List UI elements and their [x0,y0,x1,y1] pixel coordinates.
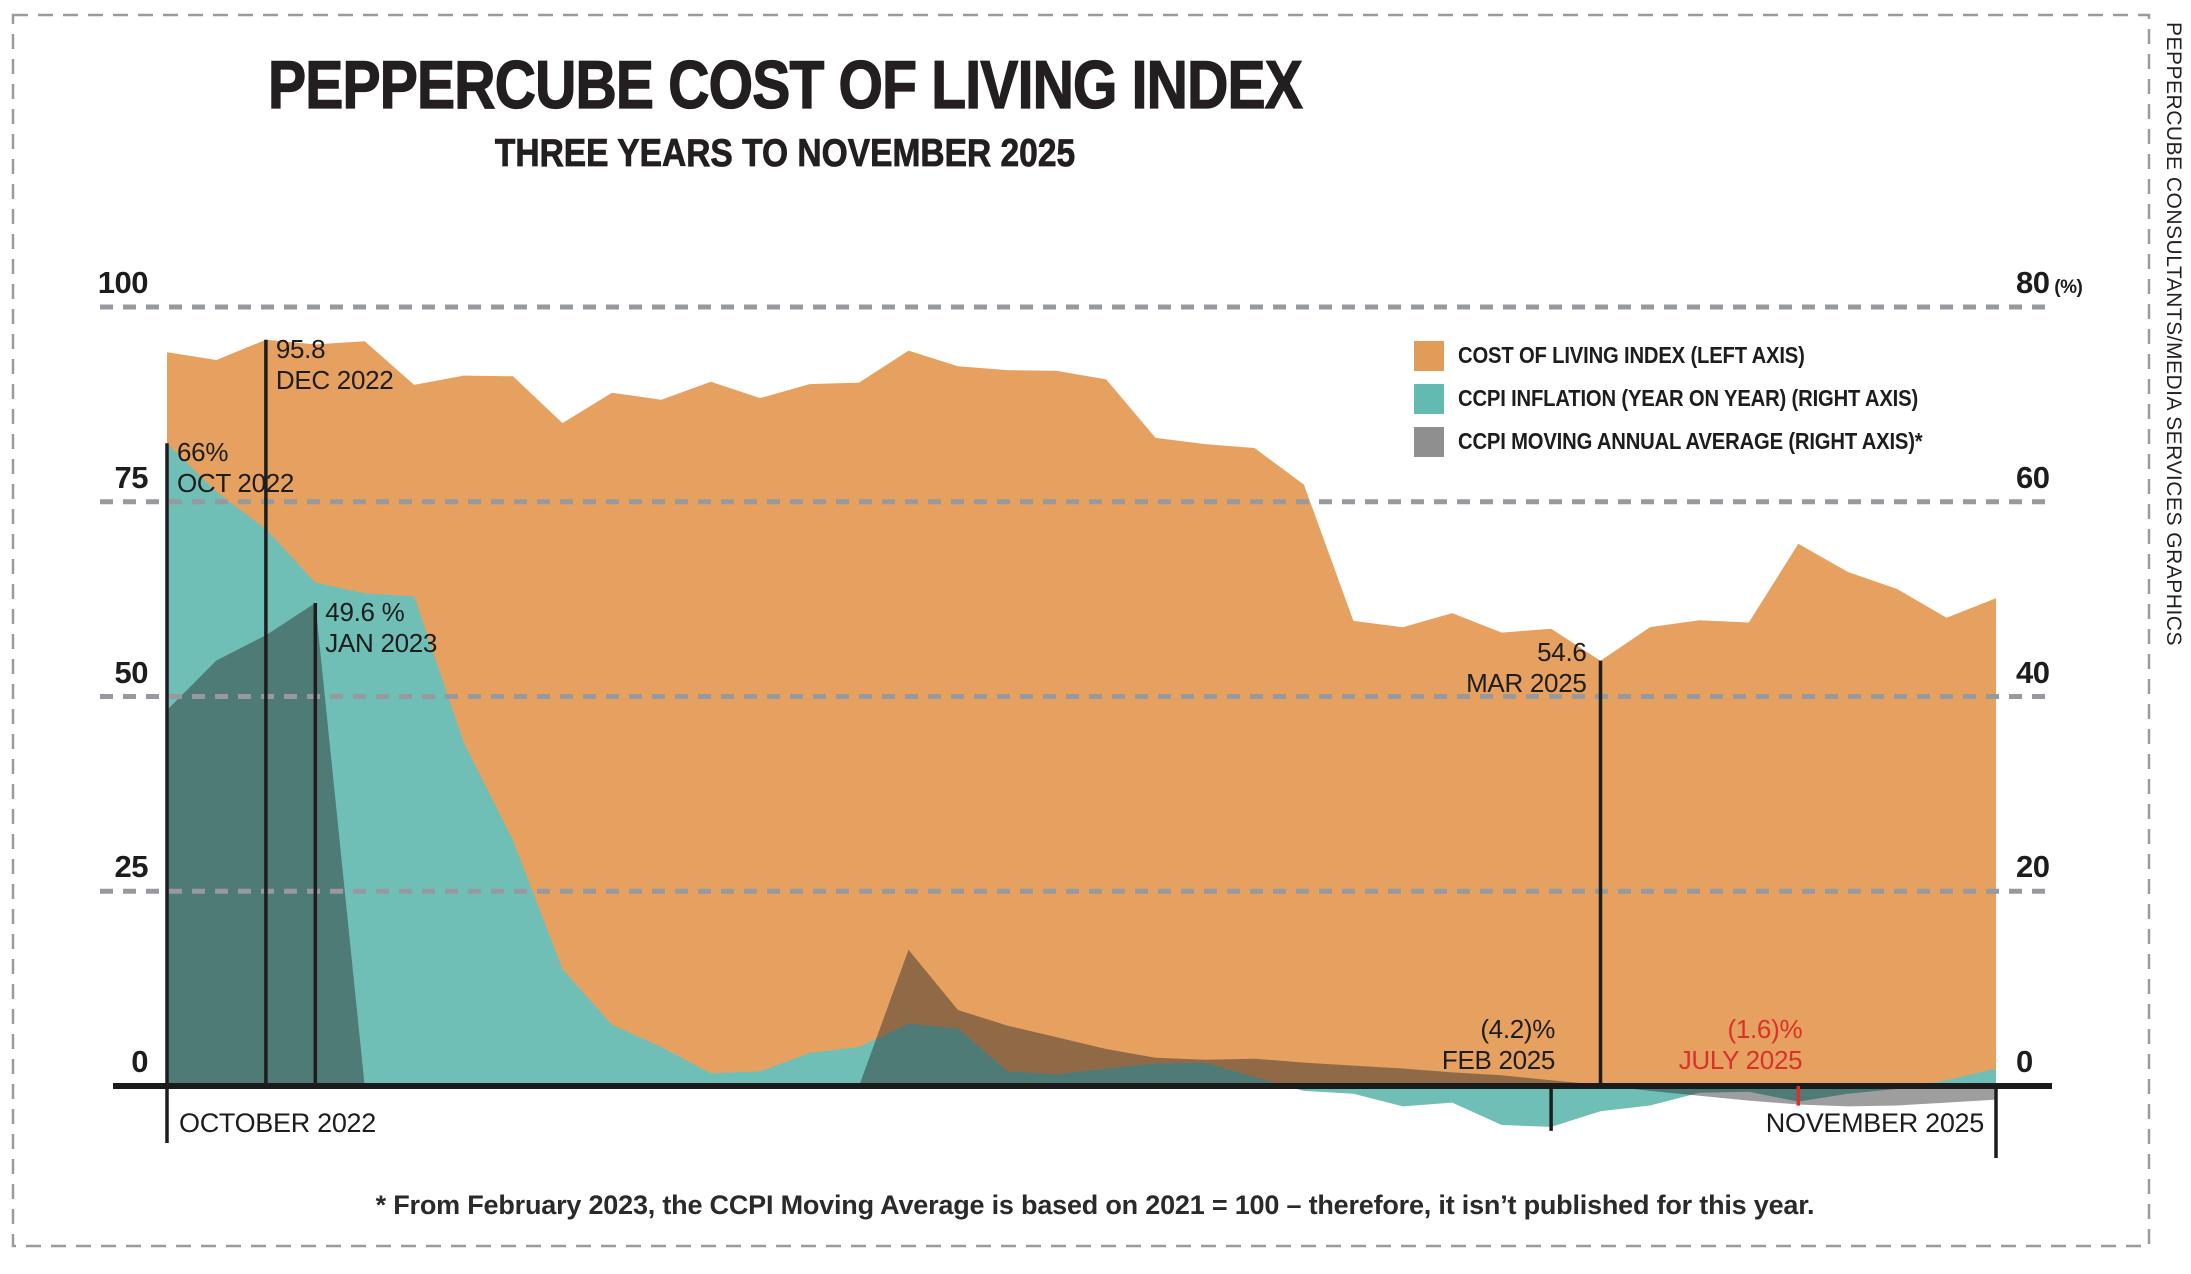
title-block: PEPPERCUBE COST OF LIVING INDEX THREE YE… [80,46,1490,176]
legend-row: CCPI INFLATION (YEAR ON YEAR) (RIGHT AXI… [1414,377,1986,420]
legend-swatch [1414,426,1444,457]
annotation-value: (4.2)% [1480,1014,1556,1044]
coli-area [167,339,1996,1086]
legend-swatch [1414,340,1444,371]
annotation-feb-2025: (4.2)% FEB 2025 [1295,1014,1556,1076]
x-axis-end-label: NOVEMBER 2025 [1765,1108,1985,1138]
page-title: PEPPERCUBE COST OF LIVING INDEX [267,46,1303,123]
annotation-oct-2022: 66% OCT 2022 [177,437,294,499]
dashed-frame [11,13,2151,1248]
page-subtitle: THREE YEARS TO NOVEMBER 2025 [494,132,1076,176]
right-axis-tick: 60 [2016,459,2050,495]
credit-vertical-text: PEPPERCUBE CONSULTANTS/MEDIA SERVICES GR… [2162,22,2185,646]
annotation-jan-2023: 49.6 % JAN 2023 [325,597,437,659]
legend-swatch [1414,383,1444,414]
annotation-mar-2025: 54.6 MAR 2025 [1327,637,1587,699]
legend-label: CCPI INFLATION (YEAR ON YEAR) (RIGHT AXI… [1458,385,1919,411]
left-axis-tick: 50 [114,654,149,690]
left-axis-tick: 0 [131,1044,148,1079]
annotation-value: 66% [177,437,229,468]
yoy-area [167,443,1996,1127]
left-axis-tick: 25 [114,849,149,885]
footnote: * From February 2023, the CCPI Moving Av… [375,1190,1815,1220]
left-axis-tick: 75 [114,459,149,495]
annotation-value: 49.6 % [325,597,405,628]
annotation-date: DEC 2022 [275,364,394,395]
avg-area [859,949,1996,1107]
legend-row: CCPI MOVING ANNUAL AVERAGE (RIGHT AXIS)* [1414,420,1986,463]
x-axis-start-label: OCTOBER 2022 [179,1108,376,1138]
legend-row: COST OF LIVING INDEX (LEFT AXIS) [1414,334,1986,377]
annotation-value: 95.8 [275,333,326,364]
annotation-july-2025: (1.6)% JULY 2025 [1542,1014,1803,1076]
annotation-date: FEB 2025 [1441,1045,1556,1075]
legend-label: COST OF LIVING INDEX (LEFT AXIS) [1458,342,1805,368]
annotation-date: MAR 2025 [1466,667,1587,698]
right-axis-tick: 20 [2016,849,2050,885]
right-axis-tick: 0 [2016,1044,2033,1079]
annotation-date: JULY 2025 [1678,1045,1803,1075]
left-axis-tick: 100 [97,265,149,300]
annotation-dec-2022: 95.8 DEC 2022 [276,334,394,396]
right-axis-tick: 80 (%) [2016,265,2083,300]
right-axis-tick: 40 [2016,654,2050,690]
annotation-value: (1.6)% [1727,1014,1803,1044]
legend: COST OF LIVING INDEX (LEFT AXIS) CCPI INF… [1414,334,1986,463]
annotation-value: 54.6 [1537,636,1587,667]
annotation-date: JAN 2023 [325,628,438,659]
legend-label: CCPI MOVING ANNUAL AVERAGE (RIGHT AXIS)* [1458,428,1923,454]
annotation-date: OCT 2022 [177,468,295,499]
right-axis-unit: (%) [2049,277,2083,298]
